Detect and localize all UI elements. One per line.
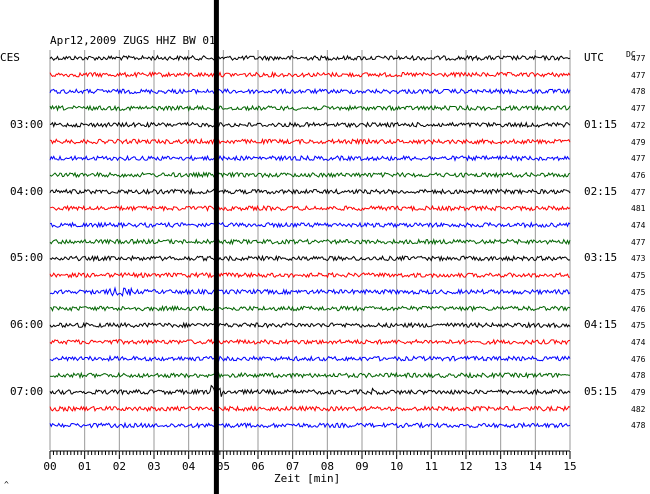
dc-value: 477: [631, 54, 646, 63]
trace-17: [49, 338, 571, 346]
x-tick-label: 08: [321, 460, 334, 473]
trace-15: [49, 304, 571, 313]
dc-value: 481: [631, 204, 646, 214]
trace-19: [49, 371, 570, 380]
trace-6: [49, 154, 571, 162]
trace-18: [49, 354, 571, 363]
right-time-label: 02:15: [584, 184, 618, 198]
trace-21: [49, 405, 571, 413]
left-axis-label: CES: [0, 51, 20, 64]
x-tick-label: 03: [147, 460, 160, 473]
x-tick-label: 01: [78, 460, 91, 473]
x-tick-label: 02: [113, 460, 126, 473]
footer-mark: ^: [4, 480, 9, 489]
trace-1: [49, 70, 571, 79]
minute-gridlines: [49, 50, 571, 450]
trace-4: [49, 121, 571, 129]
x-axis-label: Zeit [min]: [274, 472, 341, 485]
dc-value: 477: [631, 70, 646, 80]
x-tick-label: 13: [494, 460, 507, 473]
right-time-label: UTC: [584, 51, 604, 64]
left-time-label: 03:00: [10, 117, 44, 131]
trace-10: [49, 221, 571, 229]
left-time-label: 06:00: [10, 318, 44, 332]
dc-value: 476: [631, 170, 646, 180]
dc-value: 474: [631, 221, 646, 230]
dc-value: 477: [631, 104, 646, 114]
dc-value: 477: [631, 187, 646, 197]
dc-value: 478: [631, 371, 646, 381]
chart-title: Apr12,2009 ZUGS HHZ BW 01: [50, 34, 216, 47]
dc-value: 479: [631, 137, 646, 147]
left-time-label: 07:00: [10, 385, 44, 398]
x-tick-label: 14: [529, 460, 543, 473]
dc-value: 475: [631, 321, 646, 331]
trace-16: [49, 321, 571, 329]
trace-7: [49, 171, 571, 179]
right-time-label: 03:15: [584, 251, 618, 265]
trace-9: [49, 204, 571, 212]
trace-0: [49, 54, 571, 62]
trace-14: [49, 286, 571, 297]
dc-value: 475: [631, 271, 646, 281]
trace-5: [49, 137, 571, 146]
dc-value: 473: [631, 254, 646, 264]
x-tick-label: 00: [43, 460, 56, 473]
x-tick-label: 12: [459, 460, 472, 473]
dc-value: 477: [631, 237, 646, 247]
right-time-label: 04:15: [584, 318, 618, 332]
trace-2: [49, 87, 571, 95]
trace-22: [49, 421, 571, 429]
trace-8: [49, 187, 571, 196]
trace-3: [49, 104, 571, 112]
dc-value: 482: [631, 404, 646, 414]
x-tick-label: 10: [390, 460, 403, 473]
x-tick-label: 11: [425, 460, 438, 473]
dc-value: 476: [631, 354, 646, 364]
x-tick-label: 04: [182, 460, 196, 473]
x-tick-label: 09: [355, 460, 368, 473]
dc-value: 476: [631, 304, 646, 314]
time-axis: 00 01 02 03 04 05 06 07 08 09 10 11 12 13 14 15: [43, 450, 577, 473]
left-time-label: 04:00: [10, 184, 44, 198]
dc-value: 472: [631, 120, 646, 130]
trace-11: [49, 237, 571, 246]
right-time-label: 05:15: [584, 385, 618, 398]
dc-value: 475: [631, 287, 646, 297]
x-tick-label: 07: [286, 460, 299, 473]
trace-13: [49, 271, 571, 279]
dc-value: 478: [631, 421, 646, 431]
left-time-label: 05:00: [10, 251, 44, 265]
dc-value: 479: [631, 388, 646, 397]
dc-value: 474: [631, 337, 646, 347]
dc-header: DC: [626, 50, 636, 59]
trace-12: [49, 254, 571, 263]
dc-value: 477: [631, 154, 646, 164]
x-tick-label: 06: [251, 460, 264, 473]
dc-value: 478: [631, 87, 646, 97]
right-time-label: 01:15: [584, 117, 618, 131]
trace-20: [49, 384, 571, 397]
x-tick-label: 15: [563, 460, 576, 473]
seismic-traces: [49, 54, 571, 429]
x-tick-label: 05: [217, 460, 230, 473]
